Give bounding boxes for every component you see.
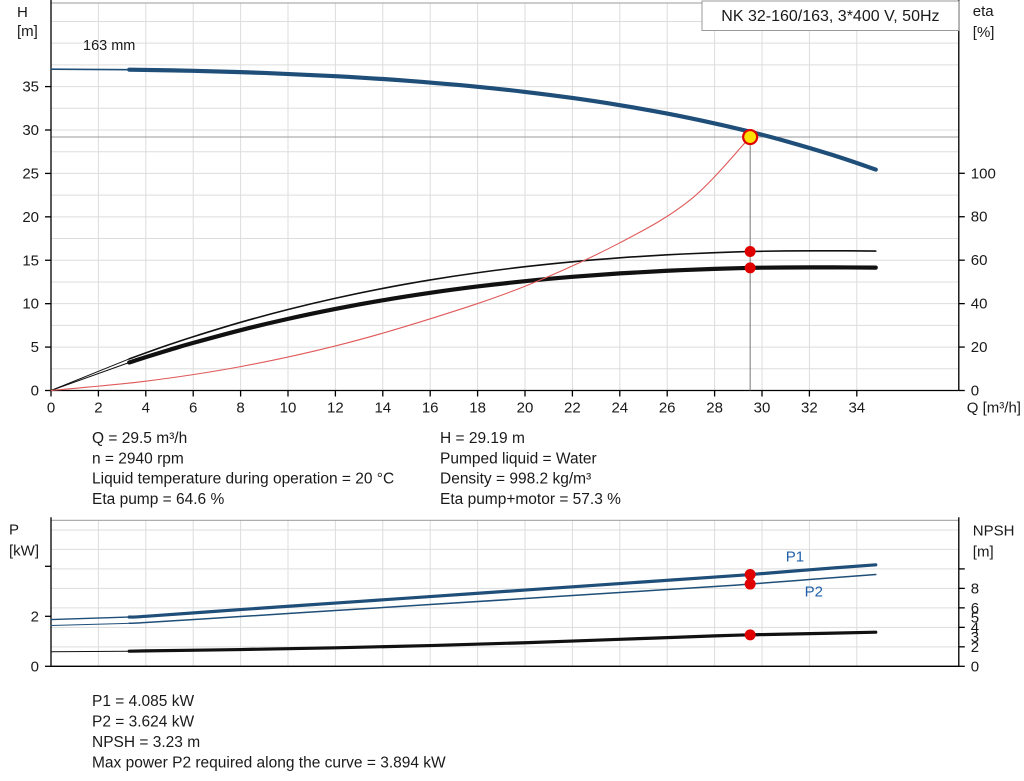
svg-text:35: 35	[22, 79, 39, 96]
svg-text:Density = 998.2 kg/m³: Density = 998.2 kg/m³	[440, 471, 591, 488]
svg-text:26: 26	[659, 400, 676, 417]
svg-text:Q = 29.5 m³/h: Q = 29.5 m³/h	[92, 430, 187, 447]
svg-text:NPSH: NPSH	[973, 522, 1015, 539]
svg-text:Max power P2 required along th: Max power P2 required along the curve = …	[92, 755, 446, 772]
svg-text:30: 30	[22, 122, 39, 139]
svg-text:P1: P1	[786, 548, 804, 565]
svg-text:n = 2940 rpm: n = 2940 rpm	[92, 450, 184, 467]
svg-text:25: 25	[22, 165, 39, 182]
svg-text:0: 0	[31, 658, 39, 675]
svg-text:Eta pump+motor = 57.3 %: Eta pump+motor = 57.3 %	[440, 491, 621, 508]
svg-text:NK 32-160/163, 3*400 V, 50Hz: NK 32-160/163, 3*400 V, 50Hz	[721, 8, 939, 25]
svg-text:163 mm: 163 mm	[83, 38, 135, 54]
svg-text:NPSH = 3.23 m: NPSH = 3.23 m	[92, 734, 200, 751]
svg-text:34: 34	[848, 400, 865, 417]
svg-text:10: 10	[22, 296, 39, 313]
svg-text:H = 29.19 m: H = 29.19 m	[440, 430, 525, 447]
svg-text:Liquid temperature during oper: Liquid temperature during operation = 20…	[92, 471, 394, 488]
svg-text:20: 20	[971, 339, 988, 356]
svg-text:24: 24	[611, 400, 628, 417]
svg-text:[m]: [m]	[973, 543, 994, 560]
svg-text:60: 60	[971, 252, 988, 269]
svg-text:0: 0	[47, 400, 55, 417]
svg-text:30: 30	[754, 400, 771, 417]
svg-text:5: 5	[31, 339, 39, 356]
svg-text:0: 0	[971, 383, 979, 400]
svg-text:4: 4	[142, 400, 150, 417]
svg-text:[m]: [m]	[17, 23, 38, 40]
svg-text:32: 32	[801, 400, 818, 417]
svg-text:Pumped liquid = Water: Pumped liquid = Water	[440, 450, 597, 467]
svg-text:5: 5	[971, 610, 979, 627]
svg-text:2: 2	[94, 400, 102, 417]
svg-text:P2 = 3.624 kW: P2 = 3.624 kW	[92, 714, 194, 731]
svg-text:10: 10	[280, 400, 297, 417]
svg-text:[%]: [%]	[973, 24, 995, 41]
svg-text:[kW]: [kW]	[9, 542, 39, 559]
svg-text:80: 80	[971, 209, 988, 226]
svg-text:28: 28	[706, 400, 723, 417]
svg-text:22: 22	[564, 400, 581, 417]
svg-text:15: 15	[22, 252, 39, 269]
svg-text:12: 12	[327, 400, 344, 417]
svg-text:8: 8	[971, 580, 979, 597]
svg-text:0: 0	[31, 383, 39, 400]
svg-text:18: 18	[469, 400, 486, 417]
svg-text:16: 16	[422, 400, 439, 417]
svg-text:40: 40	[971, 296, 988, 313]
svg-text:P: P	[9, 521, 19, 538]
svg-text:8: 8	[236, 400, 244, 417]
svg-text:P2: P2	[805, 583, 823, 600]
svg-text:6: 6	[189, 400, 197, 417]
svg-text:P1 = 4.085 kW: P1 = 4.085 kW	[92, 693, 194, 710]
svg-text:20: 20	[517, 400, 534, 417]
svg-text:14: 14	[374, 400, 391, 417]
svg-text:100: 100	[971, 165, 996, 182]
svg-text:Q [m³/h]: Q [m³/h]	[967, 400, 1021, 417]
svg-text:3: 3	[971, 629, 979, 646]
svg-text:eta: eta	[973, 3, 995, 20]
svg-text:20: 20	[22, 209, 39, 226]
svg-text:Eta pump = 64.6 %: Eta pump = 64.6 %	[92, 491, 224, 508]
svg-text:0: 0	[971, 658, 979, 675]
svg-text:H: H	[17, 4, 28, 21]
svg-text:2: 2	[31, 608, 39, 625]
